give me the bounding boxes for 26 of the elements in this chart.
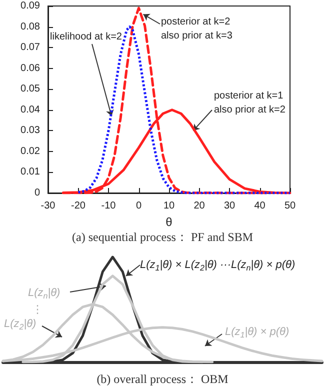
y-tick-label: 0.03 (20, 125, 40, 136)
y-tick-label: 0.02 (20, 146, 40, 157)
x-tick-label: 40 (254, 200, 266, 212)
y-tick-label: 0.01 (20, 166, 40, 178)
y-tick-label: 0.05 (20, 84, 40, 95)
annotation: posterior at k=1 also prior at k=2 (214, 90, 286, 116)
annotation: posterior at k=2 also prior at k=3 (161, 16, 233, 42)
x-tick-label: 10 (163, 200, 175, 212)
y-tick-label: 0.09 (20, 0, 40, 12)
text: (b) overall process： OBM (96, 372, 229, 386)
annotation: ⋮ (32, 304, 43, 316)
x-tick-label: -10 (101, 200, 116, 212)
x-tick-label: 30 (224, 200, 236, 212)
x-axis-title: θ (166, 214, 173, 229)
y-tick-label: 0.06 (20, 62, 40, 74)
x-tick-label: 20 (194, 200, 206, 212)
x-tick-label: -20 (71, 200, 86, 212)
y-tick-label: 0.07 (20, 42, 40, 54)
text: (a) sequential process： PF and SBM (72, 230, 254, 244)
x-tick-label: -30 (40, 200, 56, 212)
y-tick-label: 0 (34, 188, 40, 198)
x-tick-label: 0 (136, 200, 142, 212)
x-tick-label: 50 (284, 200, 296, 212)
annotation: likelihood at k=2 (50, 32, 122, 42)
y-tick-label: 0.08 (20, 21, 40, 32)
y-tick-label: 0.04 (20, 104, 40, 116)
